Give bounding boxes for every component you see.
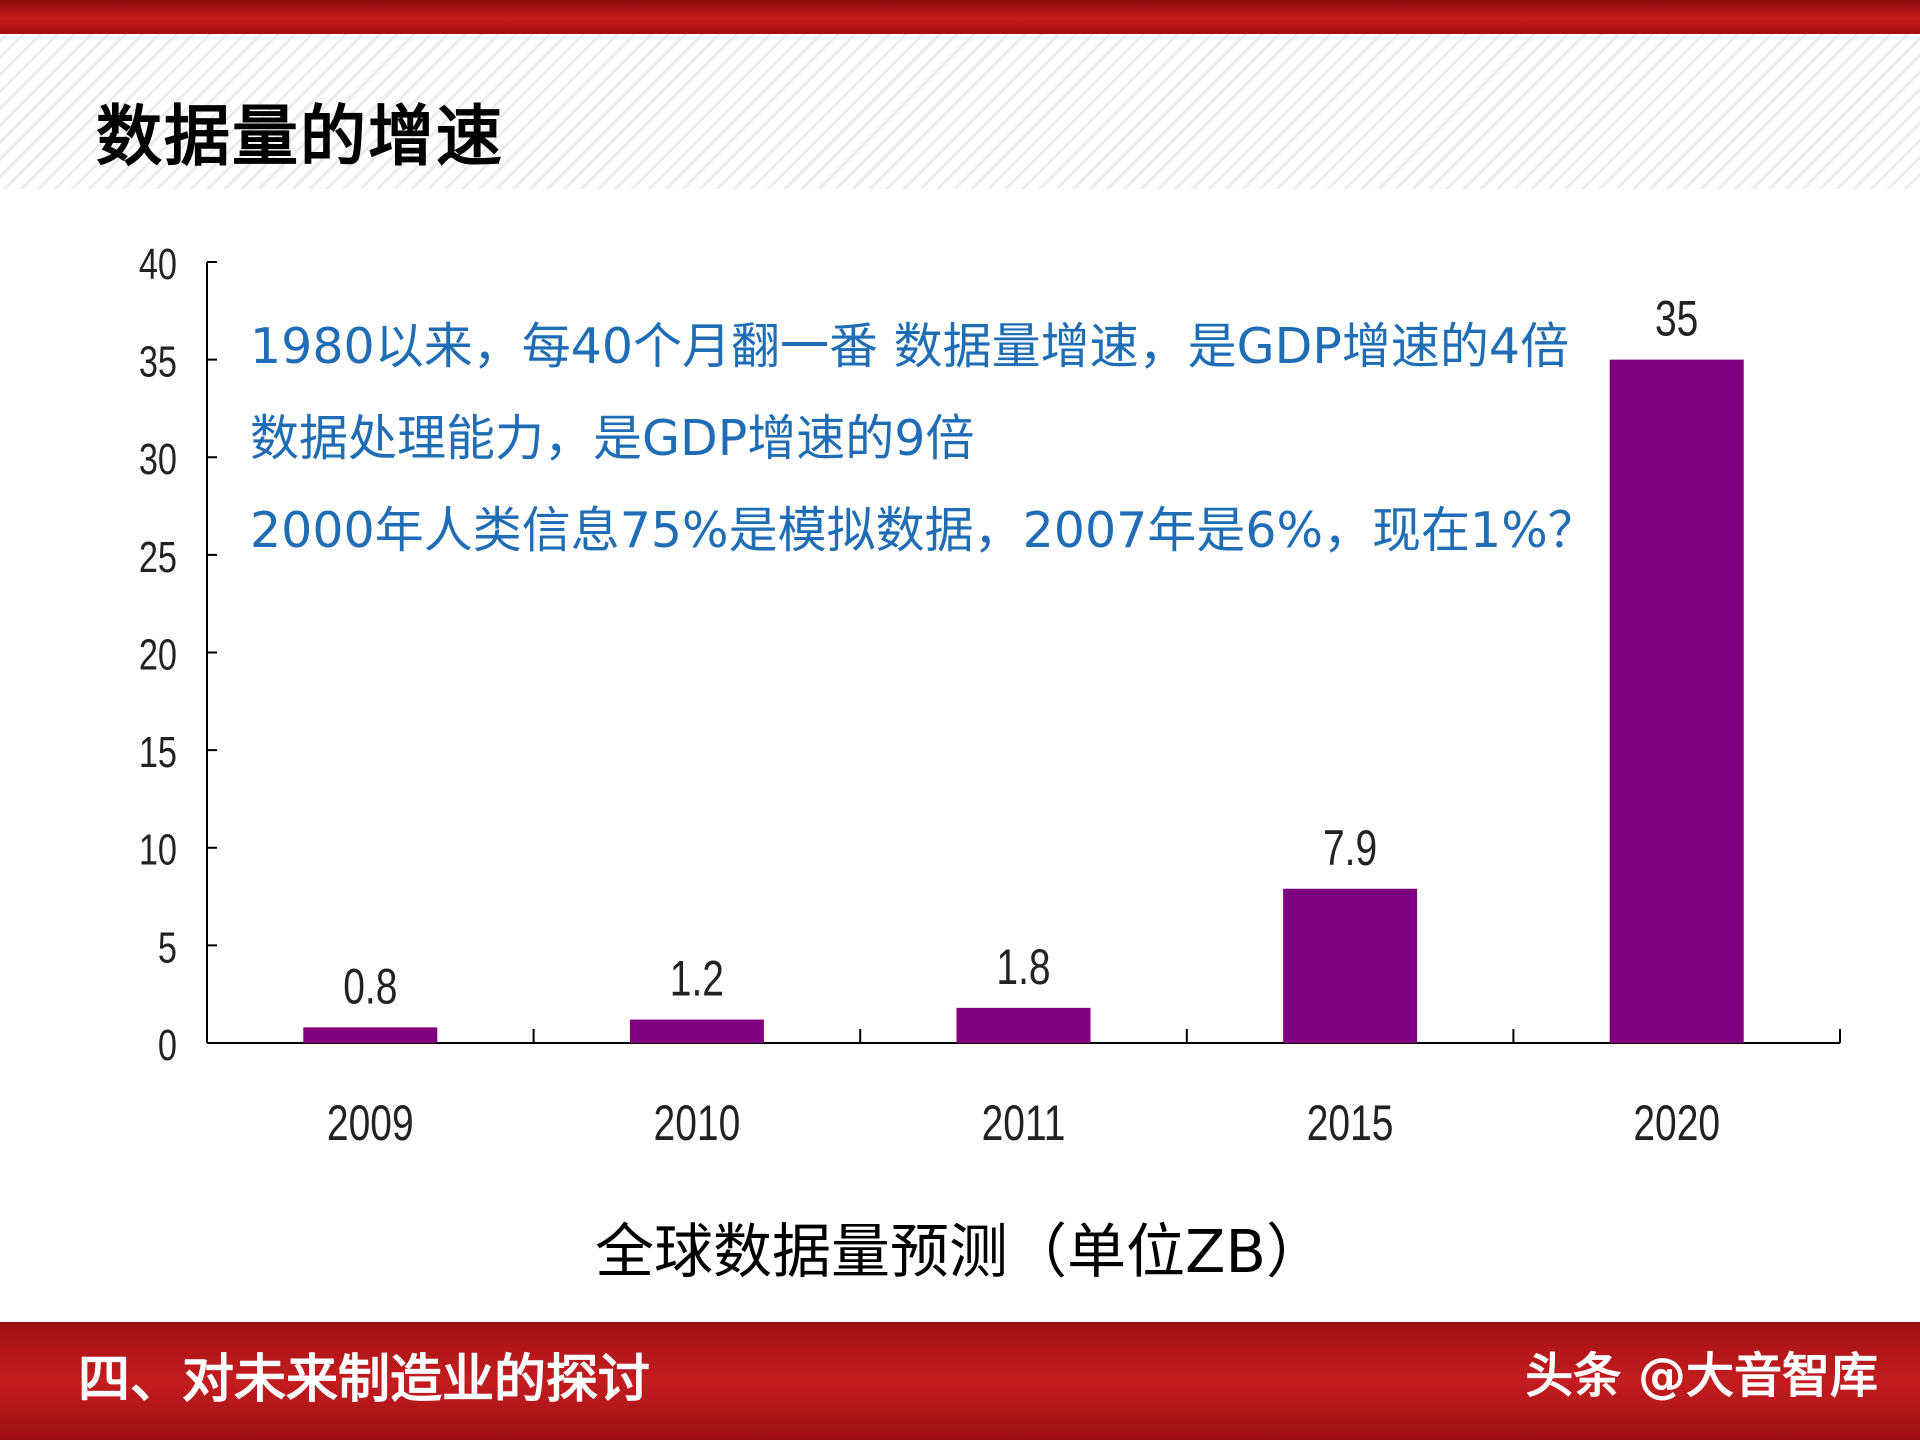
- y-tick-label: 35: [139, 338, 177, 387]
- bar-data-label: 35: [1655, 290, 1698, 347]
- y-tick-label: 5: [158, 923, 177, 972]
- y-tick-label: 30: [139, 435, 177, 484]
- bar: [1283, 888, 1418, 1043]
- annotation-block: 1980以来，每40个月翻一番 数据量增速，是GDP增速的4倍 数据处理能力，是…: [250, 322, 1597, 598]
- slide-title: 数据量的增速: [96, 98, 504, 175]
- y-tick-label: 25: [139, 533, 177, 582]
- bar-data-label: 1.8: [996, 938, 1050, 995]
- bar-data-label: 0.8: [343, 958, 397, 1015]
- watermark: 头条 @大音智库: [1525, 1348, 1878, 1404]
- x-tick-label: 2009: [327, 1094, 414, 1151]
- annotation-line-3: 2000年人类信息75%是模拟数据，2007年是6%，现在1%？: [250, 502, 1597, 559]
- chart-title: 全球数据量预测（单位ZB）: [595, 1217, 1325, 1286]
- bar: [1609, 359, 1744, 1043]
- y-tick-label: 40: [139, 240, 177, 289]
- bar-data-label: 7.9: [1323, 819, 1377, 876]
- footer-section-label: 四、对未来制造业的探讨: [78, 1350, 651, 1410]
- x-tick-label: 2010: [654, 1094, 741, 1151]
- y-tick-label: 15: [139, 728, 177, 777]
- bar: [629, 1019, 764, 1043]
- bar-chart: 0 5 10 15 20 25 30 35 40 0.8 2009 1.2 2010 1.8 2011 7.9…: [139, 240, 1841, 1151]
- annotation-line-2: 数据处理能力，是GDP增速的9倍: [250, 410, 975, 467]
- annotation-line-1: 1980以来，每40个月翻一番 数据量增速，是GDP增速的4倍: [250, 318, 1570, 375]
- x-tick-label: 2020: [1633, 1094, 1720, 1151]
- bar: [956, 1007, 1091, 1043]
- bar-data-label: 1.2: [670, 950, 724, 1007]
- y-tick-label: 20: [139, 630, 177, 679]
- top-banner-bar: [0, 0, 1920, 34]
- header-pattern-band: [0, 34, 1920, 189]
- x-tick-label: 2011: [982, 1094, 1066, 1151]
- footer-bar: [0, 1322, 1920, 1440]
- y-tick-label: 10: [139, 826, 177, 875]
- bar: [303, 1027, 438, 1043]
- y-tick-label: 0: [158, 1021, 177, 1070]
- x-tick-label: 2015: [1307, 1094, 1394, 1151]
